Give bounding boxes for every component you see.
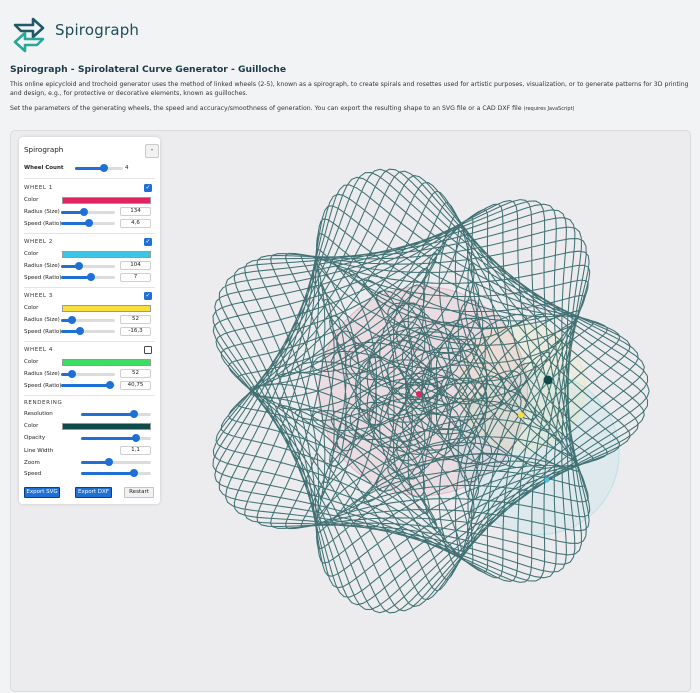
wheel-4-radius-slider[interactable] xyxy=(61,370,115,378)
wheel-2-radius-label: Radius (Size) xyxy=(24,263,60,269)
resolution-slider[interactable] xyxy=(81,410,151,418)
wheel-2-title: WHEEL 2 xyxy=(24,239,54,245)
wheel-4-speed-slider[interactable] xyxy=(61,381,115,389)
wheel-1-speed-input[interactable]: 4,6 xyxy=(120,219,151,228)
restart-button[interactable]: Restart xyxy=(124,487,154,498)
resolution-label: Resolution xyxy=(24,411,53,417)
wheel-circle xyxy=(456,372,620,536)
line-width-input[interactable]: 1,1 xyxy=(120,446,151,455)
wheel-2-speed-label: Speed (Ratio) xyxy=(24,275,62,281)
wheel-4-enabled-checkbox[interactable] xyxy=(144,346,152,354)
wheel-1-radius-label: Radius (Size) xyxy=(24,209,60,215)
page-description: This online epicycloid and trochoid gene… xyxy=(10,81,689,97)
export-dxf-button[interactable]: Export DXF xyxy=(75,487,112,498)
wheel-1-color-swatch[interactable] xyxy=(62,197,151,204)
zoom-slider[interactable] xyxy=(81,458,151,466)
wheel-3-speed-slider[interactable] xyxy=(61,327,115,335)
wheel-2-speed-slider[interactable] xyxy=(61,273,115,281)
wheel-3-radius-slider[interactable] xyxy=(61,316,115,324)
render-color-swatch[interactable] xyxy=(62,423,151,430)
wheel-pivot-dot xyxy=(543,375,553,385)
wheel-4-title: WHEEL 4 xyxy=(24,347,54,353)
wheel-count-value: 4 xyxy=(125,165,129,171)
drawing-canvas[interactable] xyxy=(10,130,691,692)
wheel-pivot-dot xyxy=(416,391,422,397)
wheel-1-radius-slider[interactable] xyxy=(61,208,115,216)
page-instructions: Set the parameters of the generating whe… xyxy=(10,105,692,114)
export-svg-button[interactable]: Export SVG xyxy=(24,487,60,498)
page-title: Spirograph - Spirolateral Curve Generato… xyxy=(10,64,287,75)
site-header: Spirograph xyxy=(0,0,700,62)
wheel-3-radius-label: Radius (Size) xyxy=(24,317,60,323)
wheel-1-speed-label: Speed (Ratio) xyxy=(24,221,62,227)
wheel-2-radius-slider[interactable] xyxy=(61,262,115,270)
speed-label: Speed xyxy=(24,471,42,477)
wheel-3-title: WHEEL 3 xyxy=(24,293,54,299)
wheel-2-color-swatch[interactable] xyxy=(62,251,151,258)
wheel-1-speed-slider[interactable] xyxy=(61,219,115,227)
wheel-count-slider[interactable] xyxy=(75,164,123,172)
wheel-3-color-label: Color xyxy=(24,305,39,311)
wheel-3-color-swatch[interactable] xyxy=(62,305,151,312)
wheel-4-color-label: Color xyxy=(24,359,39,365)
wheel-2-enabled-checkbox[interactable] xyxy=(144,238,152,246)
zoom-label: Zoom xyxy=(24,460,40,466)
render-color-label: Color xyxy=(24,423,39,429)
render-speed-slider[interactable] xyxy=(81,469,151,477)
wheel-pivot-dot xyxy=(544,477,550,483)
line-width-label: Line Width xyxy=(24,448,54,454)
divider xyxy=(24,341,155,342)
wheel-1-color-label: Color xyxy=(24,197,39,203)
opacity-slider[interactable] xyxy=(81,434,151,442)
wheel-pivot-dot xyxy=(518,412,524,418)
spirograph-curve xyxy=(212,168,650,614)
wheel-2-speed-input[interactable]: 7 xyxy=(120,273,151,282)
wheel-3-speed-label: Speed (Ratio) xyxy=(24,329,62,335)
wheel-4-color-swatch[interactable] xyxy=(62,359,151,366)
wheel-3-enabled-checkbox[interactable] xyxy=(144,292,152,300)
instructions-text: Set the parameters of the generating whe… xyxy=(10,105,522,112)
wheel-4-speed-input[interactable]: 40,75 xyxy=(120,381,151,390)
wheel-1-enabled-checkbox[interactable] xyxy=(144,184,152,192)
wheel-2-radius-input[interactable]: 104 xyxy=(120,261,151,270)
wheel-4-radius-label: Radius (Size) xyxy=(24,371,60,377)
wheel-4-radius-input[interactable]: 52 xyxy=(120,369,151,378)
rendering-title: RENDERING xyxy=(24,400,63,406)
wheel-1-radius-input[interactable]: 134 xyxy=(120,207,151,216)
wheel-1-title: WHEEL 1 xyxy=(24,185,54,191)
wheel-2-color-label: Color xyxy=(24,251,39,257)
divider xyxy=(24,178,155,179)
collapse-button[interactable]: - xyxy=(145,144,159,158)
wheel-3-radius-input[interactable]: 52 xyxy=(120,315,151,324)
divider xyxy=(24,287,155,288)
wheel-3-speed-input[interactable]: -16,3 xyxy=(120,327,151,336)
opacity-label: Opacity xyxy=(24,435,46,441)
instructions-note: (requires JavaScript) xyxy=(523,106,575,112)
brand-name[interactable]: Spirograph xyxy=(55,21,140,39)
panel-title: Spirograph xyxy=(24,145,64,154)
spirograph-logo-icon[interactable] xyxy=(11,11,47,53)
control-panel: Spirograph - Wheel Count 4 WHEEL 1 Color… xyxy=(19,137,160,504)
divider xyxy=(24,395,155,396)
wheel-count-label: Wheel Count xyxy=(24,165,64,171)
divider xyxy=(24,233,155,234)
wheel-4-speed-label: Speed (Ratio) xyxy=(24,383,62,389)
